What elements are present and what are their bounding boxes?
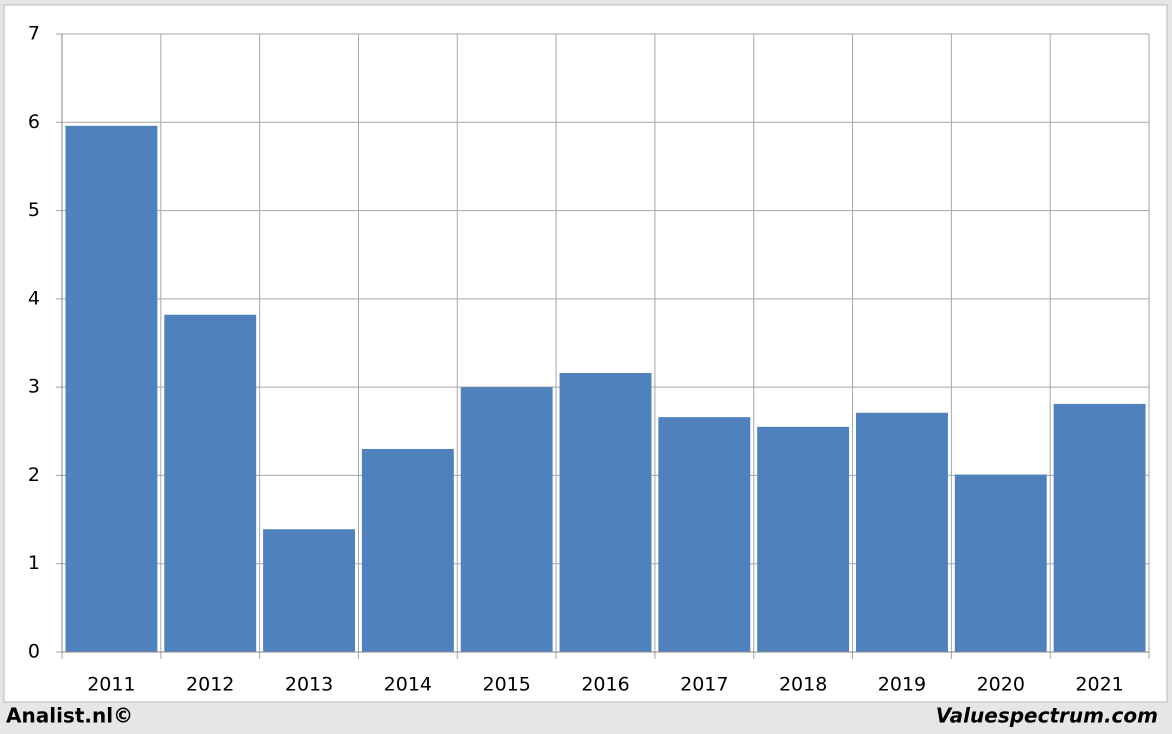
y-tick-label: 4 (28, 287, 40, 309)
x-tick-label: 2013 (285, 674, 333, 696)
bar (1053, 403, 1146, 652)
x-tick-label: 2014 (384, 674, 432, 696)
bar (460, 387, 553, 652)
x-tick-label: 2012 (186, 674, 234, 696)
x-tick-label: 2011 (87, 674, 135, 696)
bar (164, 314, 257, 652)
bar (954, 474, 1047, 652)
bar (559, 373, 652, 652)
source-right: Valuespectrum.com (936, 704, 1158, 728)
x-tick-label: 2016 (581, 674, 629, 696)
x-tick-label: 2021 (1075, 674, 1123, 696)
bar (263, 529, 355, 652)
x-tick-label: 2019 (878, 674, 926, 696)
source-left: Analist.nl© (6, 704, 133, 728)
y-tick-label: 7 (28, 23, 40, 45)
x-tick-label: 2018 (779, 674, 827, 696)
y-tick-label: 3 (28, 376, 40, 398)
y-tick-label: 1 (28, 552, 40, 574)
y-tick-label: 2 (28, 464, 40, 486)
bar (856, 412, 948, 652)
y-tick-label: 0 (28, 641, 40, 663)
y-tick-label: 6 (28, 111, 40, 133)
x-tick-label: 2017 (680, 674, 728, 696)
bar (658, 417, 751, 652)
bar (65, 125, 158, 653)
bar (757, 426, 850, 652)
x-tick-label: 2020 (977, 674, 1025, 696)
y-tick-label: 5 (28, 199, 40, 221)
bar (361, 448, 454, 652)
x-tick-label: 2015 (483, 674, 531, 696)
